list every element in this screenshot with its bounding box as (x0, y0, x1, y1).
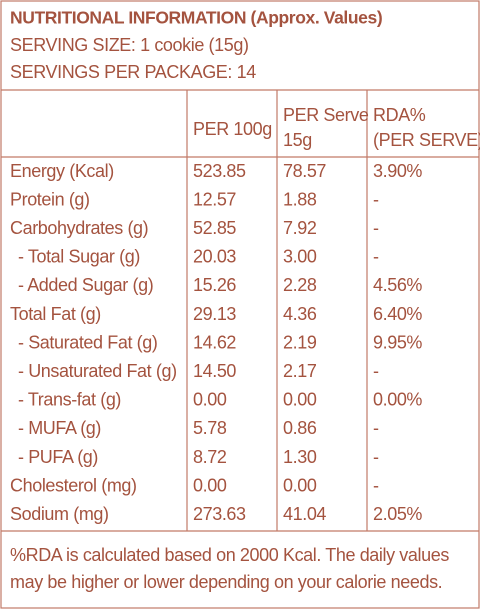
rda: - (373, 475, 379, 495)
nutrient-name: - Unsaturated Fat (g) (18, 361, 177, 381)
rda: - (373, 447, 379, 467)
per-serve: 4.36 (283, 304, 317, 324)
per-100g: 0.00 (193, 475, 227, 495)
per-100g: 14.62 (193, 332, 236, 352)
nutrient-name: Protein (g) (10, 189, 90, 209)
title: NUTRITIONAL INFORMATION (Approx. Values) (10, 8, 382, 28)
nutrient-name: - MUFA (g) (18, 418, 101, 438)
per-serve: 41.04 (283, 504, 326, 524)
per-serve: 2.28 (283, 275, 317, 295)
per-serve: 0.00 (283, 390, 317, 410)
per-100g: 52.85 (193, 218, 236, 238)
per-100g: 0.00 (193, 390, 227, 410)
per-serve: 0.00 (283, 475, 317, 495)
per-100g: 523.85 (193, 161, 246, 181)
per-100g: 14.50 (193, 361, 236, 381)
rda: - (373, 361, 379, 381)
per-serve: 7.92 (283, 218, 317, 238)
nutrient-name: - Total Sugar (g) (18, 247, 140, 267)
per-100g: 15.26 (193, 275, 236, 295)
nutrient-name: - Saturated Fat (g) (18, 332, 157, 352)
per-100g: 29.13 (193, 304, 236, 324)
per-serve: 78.57 (283, 161, 326, 181)
rda: 6.40% (373, 304, 422, 324)
per-100g: 20.03 (193, 247, 236, 267)
nutrient-name: Total Fat (g) (10, 304, 101, 324)
nutrient-name: - Trans-fat (g) (18, 390, 121, 410)
rda: 9.95% (373, 332, 422, 352)
per-100g: 12.57 (193, 189, 236, 209)
nutrient-name: - Added Sugar (g) (18, 275, 153, 295)
per-serve: 1.30 (283, 447, 317, 467)
rda: - (373, 218, 379, 238)
nutrient-name: Cholesterol (mg) (10, 475, 137, 495)
rda: 2.05% (373, 504, 422, 524)
rda: - (373, 247, 379, 267)
rda: 3.90% (373, 161, 422, 181)
per-100g: 8.72 (193, 447, 227, 467)
column-header: PER Serve (283, 105, 369, 125)
footer-note: may be higher or lower depending on your… (10, 572, 442, 592)
nutrient-name: Energy (Kcal) (10, 161, 114, 181)
nutrient-name: Carbohydrates (g) (10, 218, 148, 238)
per-serve: 2.17 (283, 361, 317, 381)
per-serve: 2.19 (283, 332, 317, 352)
nutrient-name: - PUFA (g) (18, 447, 98, 467)
column-header: RDA% (373, 105, 426, 125)
footer-note: %RDA is calculated based on 2000 Kcal. T… (10, 545, 449, 565)
nutrient-name: Sodium (mg) (10, 504, 109, 524)
rda: 4.56% (373, 275, 422, 295)
per-100g: 273.63 (193, 504, 246, 524)
per-serve: 0.86 (283, 418, 317, 438)
column-header: (PER SERVE) (373, 130, 480, 150)
serving-size: SERVING SIZE: 1 cookie (15g) (10, 35, 249, 55)
rda: - (373, 189, 379, 209)
rda: - (373, 418, 379, 438)
column-header: PER 100g (193, 119, 272, 139)
per-serve: 1.88 (283, 189, 317, 209)
rda: 0.00% (373, 390, 422, 410)
servings-per-package: SERVINGS PER PACKAGE: 14 (10, 62, 256, 82)
per-serve: 3.00 (283, 247, 317, 267)
per-100g: 5.78 (193, 418, 227, 438)
column-header: 15g (283, 130, 312, 150)
